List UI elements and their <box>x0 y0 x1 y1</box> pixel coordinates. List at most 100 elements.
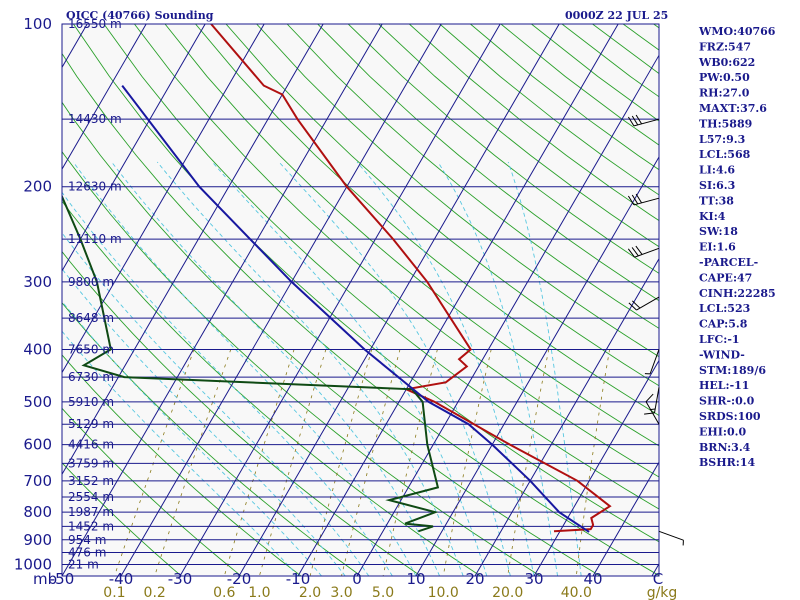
index-item: HEL:-11 <box>699 379 749 392</box>
pressure-tick-label: 900 <box>23 531 52 549</box>
index-item: BSHR:14 <box>699 456 755 469</box>
mixing-ratio-line <box>442 349 492 576</box>
index-item: PW:0.50 <box>699 71 750 84</box>
dry-adiabat-line <box>62 354 302 576</box>
dry-adiabat-line <box>225 24 659 387</box>
mixing-ratio-label: 20.0 <box>492 585 523 600</box>
height-label: 4416 m <box>68 438 114 452</box>
chart-title: OICC (40766) Sounding <box>66 9 214 22</box>
temperature-tick-label: 10 <box>406 570 425 588</box>
temperature-tick-label: -40 <box>109 570 134 588</box>
moist-adiabat-line <box>356 161 535 576</box>
height-label: 476 m <box>68 546 106 560</box>
dry-adiabat-line <box>62 250 421 576</box>
isotherm-line <box>0 24 28 576</box>
height-label: 5129 m <box>68 417 114 431</box>
temperature-line <box>210 24 612 533</box>
dry-adiabat-line <box>62 407 242 576</box>
pressure-unit-label: mb <box>33 570 57 588</box>
index-item: L57:9.3 <box>699 133 745 146</box>
pressure-tick-label: 800 <box>23 503 52 521</box>
moist-adiabat-line <box>62 268 346 576</box>
index-item: TT:38 <box>699 194 734 207</box>
parcel-line <box>121 84 590 533</box>
pressure-tick-label: 100 <box>23 15 52 33</box>
index-item: WMO:40766 <box>698 25 776 38</box>
index-item: KI:4 <box>699 210 726 223</box>
height-label: 1452 m <box>68 519 114 533</box>
wind-barb <box>645 393 660 425</box>
index-item: CAPE:47 <box>699 271 752 284</box>
height-label: 21 m <box>68 558 99 572</box>
dry-adiabat-line <box>256 24 659 358</box>
index-item: CAP:5.8 <box>699 318 748 331</box>
height-label: 9800 m <box>68 275 114 289</box>
height-label: 954 m <box>68 533 106 547</box>
mixing-ratio-unit-label: g/kg <box>647 585 678 600</box>
dry-adiabat-line <box>286 24 659 329</box>
index-item: -WIND- <box>699 348 745 361</box>
index-item: LFC:-1 <box>699 333 740 346</box>
pressure-tick-label: 500 <box>23 393 52 411</box>
height-label: 6730 m <box>68 370 114 384</box>
mixing-ratio-line <box>575 349 610 576</box>
temperature-tick-label: -10 <box>286 570 311 588</box>
temperature-tick-label: -50 <box>50 570 75 588</box>
dry-adiabat-line <box>62 462 182 576</box>
isotherm-line <box>592 461 659 576</box>
height-label: 1987 m <box>68 505 114 519</box>
wind-barb <box>628 296 660 311</box>
dry-adiabat-line <box>317 24 659 302</box>
dry-adiabat-line <box>164 24 659 447</box>
dry-adiabat-line <box>347 24 659 274</box>
index-item: RH:27.0 <box>699 87 750 100</box>
dry-adiabat-line <box>134 24 659 478</box>
index-item: WB0:622 <box>698 56 755 69</box>
isotherm-line <box>62 24 324 476</box>
thermo-grid <box>0 24 800 576</box>
temperature-tick-label: 30 <box>524 570 543 588</box>
moist-adiabat-line <box>156 161 464 576</box>
height-label: 14430 m <box>68 112 122 126</box>
isotherm-line <box>62 24 383 576</box>
moist-adiabat-line <box>507 161 582 576</box>
temperature-tick-label: 20 <box>465 570 484 588</box>
mixing-ratio-label: 40.0 <box>561 585 592 600</box>
mixing-ratio-label: 0.1 <box>103 585 125 600</box>
isotherm-line <box>62 24 147 171</box>
index-item: LI:4.6 <box>699 164 735 177</box>
pressure-tick-label: 400 <box>23 340 52 358</box>
height-label: 2554 m <box>68 490 114 504</box>
pressure-tick-label: 700 <box>23 472 52 490</box>
index-item: SI:6.3 <box>699 179 735 192</box>
moist-adiabat-line <box>62 330 299 576</box>
height-label: 7650 m <box>68 342 114 356</box>
isotherm-line <box>62 24 265 374</box>
pressure-tick-label: 1000 <box>14 556 52 574</box>
pressure-tick-label: 600 <box>23 436 52 454</box>
index-item: -PARCEL- <box>699 256 758 269</box>
dry-adiabat-line <box>776 24 800 576</box>
isotherm-line <box>120 24 442 576</box>
height-label: 3759 m <box>68 456 114 470</box>
moist-adiabat-line <box>62 232 370 576</box>
isobars <box>62 24 659 576</box>
index-item: LCL:523 <box>699 302 750 315</box>
mixing-ratio-label: 0.6 <box>213 585 235 600</box>
moist-adiabat-line <box>278 161 511 576</box>
dry-adiabat-line <box>62 150 541 576</box>
moist-adiabat-line <box>111 161 441 576</box>
dry-adiabats <box>62 24 800 576</box>
height-label: 11110 m <box>68 232 122 246</box>
dry-adiabat-line <box>62 101 601 576</box>
height-label: 5910 m <box>68 395 114 409</box>
wind-barb <box>644 349 660 375</box>
pressure-tick-label: 200 <box>23 178 52 196</box>
index-item: EHI:0.0 <box>699 425 746 438</box>
height-label: 12630 m <box>68 180 122 194</box>
isotherm-line <box>533 359 659 576</box>
mixing-ratio-line <box>259 349 327 576</box>
mixing-ratio-line <box>341 349 401 576</box>
mixing-ratio-label: 5.0 <box>372 585 394 600</box>
